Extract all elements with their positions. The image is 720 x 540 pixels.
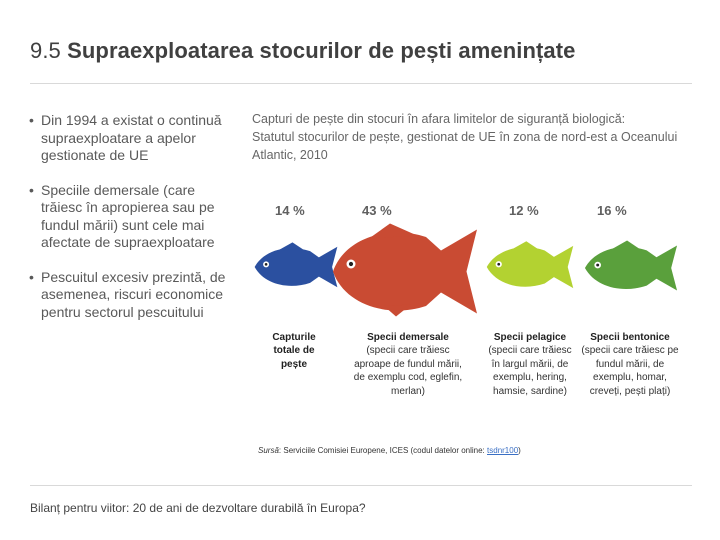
percent-label: 16 % xyxy=(597,203,627,218)
category-title: Capturile totale de pește xyxy=(272,332,316,370)
figure-caption: Capturi de pește din stocuri în afara li… xyxy=(252,110,692,164)
fish-icon xyxy=(254,242,338,288)
figure-caption-line: Capturi de pește din stocuri în afara li… xyxy=(252,112,626,126)
category-title: Specii pelagice xyxy=(493,332,567,343)
category-title: Specii bentonice xyxy=(590,332,670,343)
slide-number: 9.5 xyxy=(30,38,61,63)
fish-icon xyxy=(486,241,574,289)
figure-caption-line: Statutul stocurilor de pește, gestionat … xyxy=(252,130,678,162)
category-description: (specii care trăiesc pe fundul mării, de… xyxy=(581,345,679,397)
category-label: Specii bentonice (specii care trăiesc pe… xyxy=(578,331,682,398)
source-end: ) xyxy=(518,446,521,455)
category-label: Specii demersale (specii care trăiesc ap… xyxy=(352,331,464,398)
category-description: (specii care trăiesc în largul mării, de… xyxy=(488,345,572,397)
percent-label: 43 % xyxy=(362,203,392,218)
source-link[interactable]: tsdnr100 xyxy=(487,446,519,455)
category-description: (specii care trăiesc aproape de fundul m… xyxy=(353,345,463,397)
category-label: Specii pelagice (specii care trăiesc în … xyxy=(484,331,576,398)
slide-heading: Supraexploatarea stocurilor de pești ame… xyxy=(67,38,576,63)
bullet-item: • Speciile demersale (care trăiesc în apr… xyxy=(29,181,215,251)
footer-divider xyxy=(30,485,692,486)
source-note: Sursă: Serviciile Comisiei Europene, ICE… xyxy=(258,446,521,455)
bullet-text: Speciile demersale (care trăiesc în apro… xyxy=(41,181,215,251)
bullet-item: • Din 1994 a existat o continuă supraexpl… xyxy=(29,112,222,163)
percent-label: 12 % xyxy=(509,203,539,218)
source-label: Sursă xyxy=(258,446,279,455)
category-title: Specii demersale xyxy=(367,332,449,343)
fish-icon xyxy=(333,223,477,317)
category-label: Capturile totale de pește xyxy=(262,331,326,371)
bullet-list: • Din 1994 a existat o continuă supraexpl… xyxy=(26,112,240,338)
slide-title: 9.5 Supraexploatarea stocurilor de pești… xyxy=(30,38,576,64)
footer-text: Bilanț pentru viitor: 20 de ani de dezvo… xyxy=(30,501,366,515)
bullet-text: Pescuitul excesiv prezintă, de asemenea,… xyxy=(41,268,226,320)
bullet-text: Din 1994 a existat o continuă supraexplo… xyxy=(41,112,222,163)
fish-icon xyxy=(584,240,678,291)
percent-label: 14 % xyxy=(275,203,305,218)
bullet-item: • Pescuitul excesiv prezintă, de asemenea… xyxy=(29,268,226,320)
title-divider xyxy=(30,83,692,84)
source-text: : Serviciile Comisiei Europene, ICES (co… xyxy=(278,446,488,455)
